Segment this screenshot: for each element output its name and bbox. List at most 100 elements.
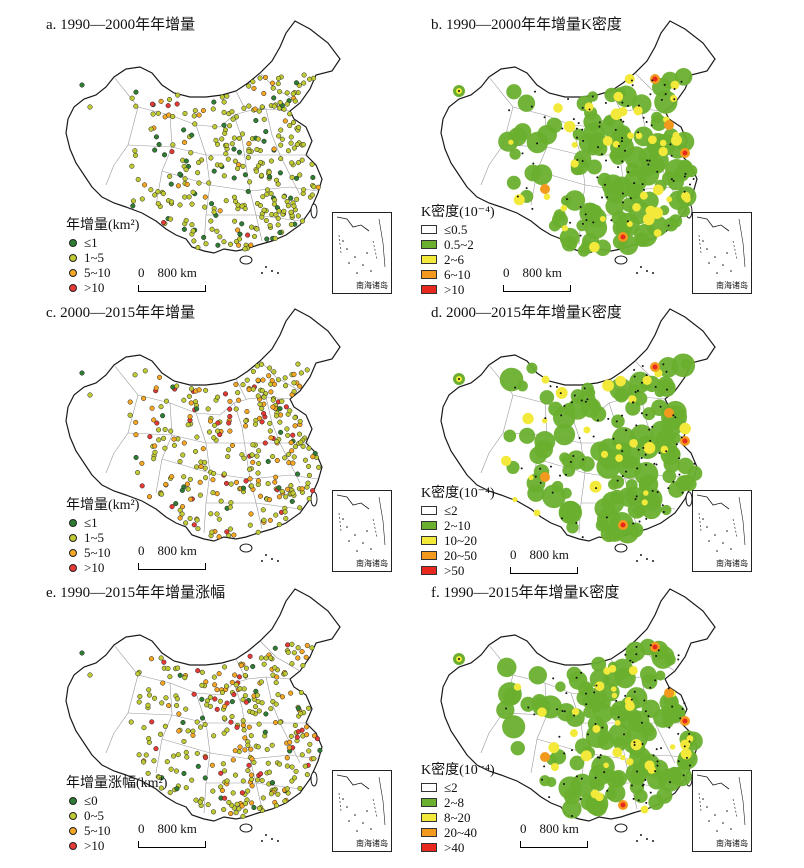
city-center — [661, 504, 664, 507]
city-dot — [250, 79, 256, 85]
city-center — [633, 368, 636, 371]
density-yellow — [640, 805, 649, 814]
city-dot — [271, 201, 277, 207]
city-center — [625, 429, 628, 432]
city-dot — [224, 778, 230, 784]
density-green — [642, 407, 656, 421]
city-center — [658, 452, 661, 455]
density-yellow — [628, 665, 638, 675]
city-dot — [171, 442, 177, 448]
density-green — [557, 703, 576, 722]
density-yellow — [626, 758, 634, 766]
island-dot — [261, 272, 263, 274]
city-center — [633, 690, 636, 693]
density-green — [638, 480, 651, 492]
city-dot — [179, 511, 185, 517]
density-yellow — [600, 450, 609, 458]
city-center — [672, 179, 675, 182]
city-dot — [288, 482, 294, 489]
city-dot — [256, 805, 263, 811]
legend-item: ≤0 — [66, 793, 167, 808]
city-dot — [289, 498, 295, 504]
city-dot — [158, 655, 164, 661]
city-dot — [291, 380, 297, 386]
city-dot — [133, 419, 139, 425]
city-center — [536, 142, 539, 145]
city-dot — [311, 756, 317, 762]
city-dot — [272, 645, 278, 651]
city-dot — [245, 788, 251, 794]
city-dot — [203, 241, 209, 247]
city-dot — [210, 788, 216, 794]
city-dot — [290, 460, 296, 466]
density-green — [589, 798, 608, 817]
city-center — [544, 417, 547, 420]
legend-item: >50 — [421, 563, 495, 578]
density-yellow — [543, 193, 551, 200]
density-yellow — [580, 750, 592, 762]
city-dot — [294, 734, 300, 740]
city-dot — [251, 85, 257, 91]
city-center — [627, 171, 630, 174]
city-dot — [293, 80, 300, 86]
city-dot — [259, 700, 265, 706]
density-green — [520, 696, 536, 712]
density-orange — [664, 688, 674, 698]
city-center — [575, 775, 578, 778]
map-f — [440, 588, 716, 842]
city-dot — [156, 774, 162, 780]
city-dot — [258, 172, 265, 178]
density-green — [559, 452, 571, 464]
legend-title: 年增量(km²) — [66, 218, 140, 233]
city-center — [563, 752, 566, 755]
city-dot — [194, 517, 200, 523]
density-yellow — [624, 73, 635, 85]
city-dot — [163, 481, 169, 487]
city-center — [563, 710, 566, 713]
city-dot — [212, 696, 218, 702]
city-center — [645, 374, 648, 377]
city-dot — [289, 174, 295, 180]
inset-island — [342, 798, 344, 800]
inset-coast — [336, 774, 370, 790]
city-dot — [301, 72, 307, 78]
density-green — [589, 669, 610, 689]
city-dot — [267, 420, 273, 426]
city-dot — [227, 398, 233, 404]
city-dot — [233, 381, 239, 388]
city-dot — [177, 458, 183, 465]
scale-bar: 0 800 km — [138, 543, 206, 570]
city-center — [681, 708, 684, 711]
city-dot — [287, 123, 293, 129]
city-dot — [301, 80, 307, 86]
inset-map — [336, 494, 386, 552]
city-dot — [305, 463, 312, 469]
city-dot — [281, 194, 287, 200]
density-green — [546, 117, 563, 134]
city-dot — [156, 437, 162, 443]
city-dot — [275, 181, 281, 187]
inset-island — [348, 262, 350, 264]
density-red — [682, 150, 688, 156]
inset-label: 南海诸岛 — [356, 839, 388, 848]
city-dot — [288, 134, 294, 140]
panel-c: c. 2000—2015年年增量 年增量(km²) ≤1 1~5 5~10 >1… — [10, 303, 400, 588]
city-dot — [207, 694, 213, 700]
city-dot — [181, 770, 187, 777]
city-dot — [307, 741, 313, 747]
city-dot — [179, 487, 185, 493]
city-dot — [142, 182, 148, 188]
city-dot — [214, 687, 220, 693]
city-center — [617, 716, 620, 719]
city-dot — [291, 650, 297, 656]
city-dot — [269, 211, 275, 218]
city-dot — [233, 810, 239, 816]
city-center — [659, 405, 662, 408]
city-center — [634, 390, 637, 393]
density-yellow — [620, 755, 626, 761]
city-dot — [251, 233, 258, 240]
density-yellow — [571, 141, 578, 148]
city-dot — [255, 393, 261, 399]
city-dot — [227, 406, 233, 412]
city-dot — [213, 137, 219, 143]
